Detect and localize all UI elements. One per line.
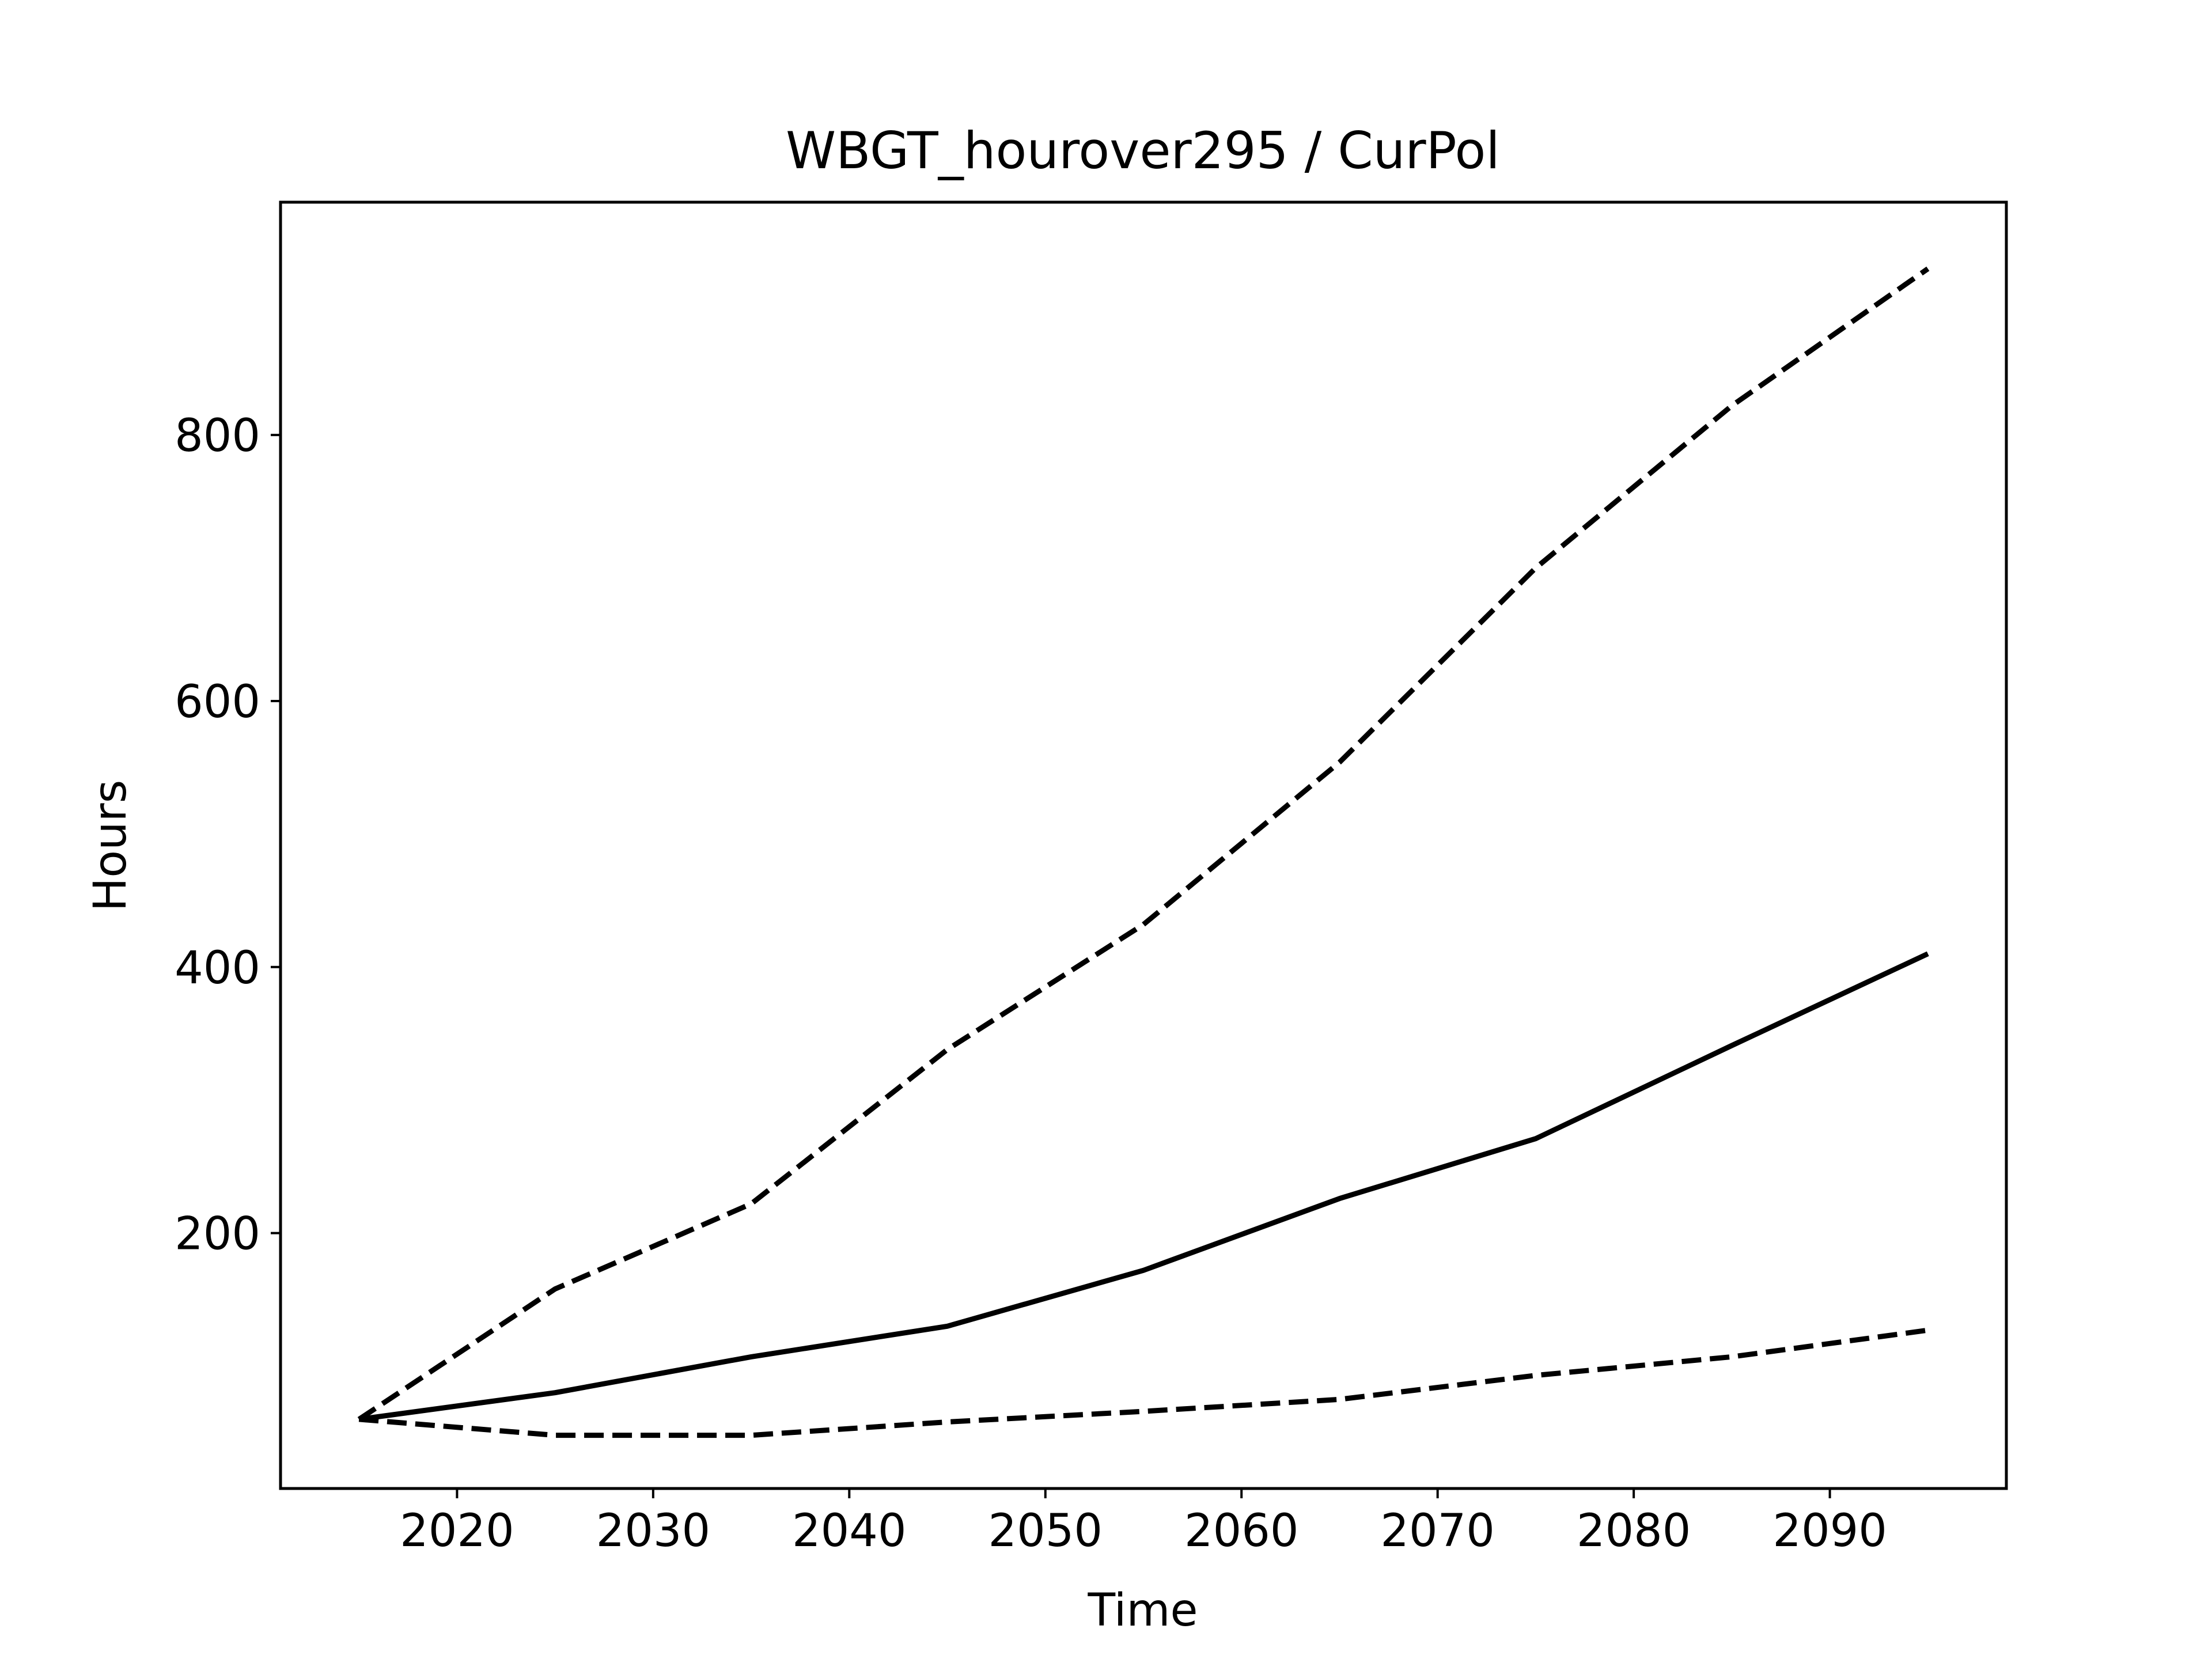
y-axis: 200 400 600 800 [175,410,281,1260]
y-tick-label: 600 [175,676,260,728]
y-axis-label: Hours [85,780,137,912]
x-tick-label: 2060 [1184,1505,1299,1557]
y-tick-label: 200 [175,1209,260,1260]
chart-title: WBGT_hourover295 / CurPol [786,121,1500,180]
plot-lines [357,266,1930,1438]
x-tick-label: 2020 [400,1505,514,1557]
series-line-1 [357,266,1930,1422]
x-tick-label: 2080 [1577,1505,1691,1557]
x-tick-label: 2030 [596,1505,711,1557]
x-axis-label: Time [1088,1585,1198,1637]
plot-frame [279,200,2008,1490]
x-tick-label: 2070 [1380,1505,1495,1557]
series-line-3 [358,1327,1929,1438]
series-line-2 [358,951,1929,1422]
x-tick-label: 2040 [792,1505,907,1557]
y-tick-label: 400 [175,942,260,994]
x-tick-label: 2050 [988,1505,1103,1557]
y-tick-label: 800 [175,410,260,462]
x-axis: 2020 2030 2040 2050 2060 2070 2080 2090 [400,1488,1887,1557]
x-tick-label: 2090 [1772,1505,1887,1557]
